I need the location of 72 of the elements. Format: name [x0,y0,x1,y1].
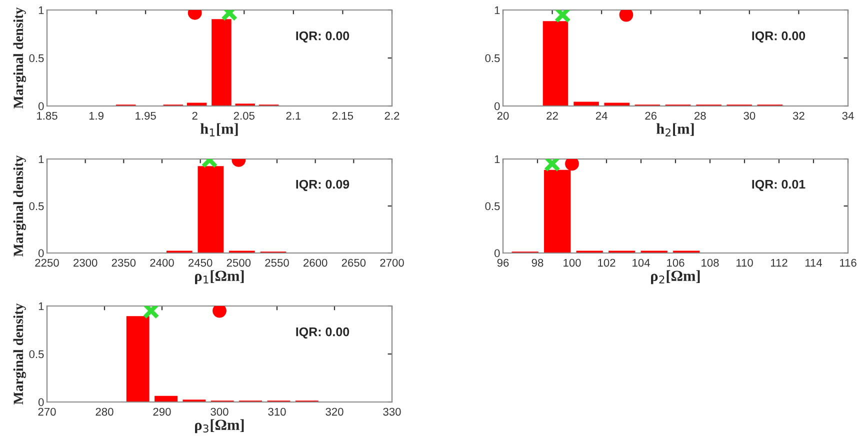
x-tick-label: 2650 [342,258,366,267]
y-tick-label: 1 [38,155,44,164]
annotation: IQR: 0.01 [752,180,806,192]
x-tick-label: 32 [792,112,804,120]
annotation: IQR: 0.00 [296,327,350,339]
x-tick-label: 330 [383,408,401,416]
x-tick-label: 2550 [265,258,289,267]
x-tick-label: 30 [744,112,756,120]
y-axis-title: Marginal density [13,7,26,108]
x-tick-label: 110 [736,258,753,267]
y-tick-label: 1 [494,155,500,164]
x-tick-label: 98 [532,258,544,267]
x-tick-label: 108 [702,258,719,267]
x-tick-label: 34 [842,112,854,120]
x-tick-label: 116 [840,258,856,267]
x-tick-label: 28 [694,112,706,120]
x-tick-label: 2700 [380,258,404,267]
y-tick-label: 0.5 [29,350,44,358]
x-tick-label: 2300 [74,258,98,267]
x-tick-label: 2 [192,112,198,120]
y-tick-label: 1 [38,302,44,310]
x-tick-label: 2500 [226,258,251,267]
x-tick-label: 2600 [304,258,328,267]
y-tick-label: 1 [494,6,500,14]
x-tick-label: 2.15 [332,112,354,120]
annotation: IQR: 0.00 [752,31,806,43]
x-axis-title: h$_{1}$[m] [200,123,238,136]
x-tick-label: 320 [326,408,344,416]
x-tick-label: 290 [153,408,171,416]
y-tick-label: 0.5 [29,202,44,210]
x-tick-label: 2.1 [286,112,301,120]
x-axis-title: ρ$_{1}$[Ωm] [195,270,244,284]
y-axis-title: Marginal density [13,155,26,256]
x-tick-label: 1.85 [37,112,58,120]
x-tick-label: 102 [598,258,616,267]
x-tick-label: 24 [596,112,608,120]
x-tick-label: 2250 [35,258,59,267]
x-axis-title: h$_{2}$[m] [656,123,694,136]
x-tick-label: 106 [667,258,684,267]
x-tick-label: 2350 [112,258,136,267]
y-axis-title: Marginal density [13,303,26,404]
y-tick-label: 0 [494,102,500,110]
y-tick-label: 0.5 [29,54,44,62]
x-tick-label: 310 [268,408,286,416]
y-tick-label: 0.5 [485,202,500,210]
x-axis-title: ρ$_{3}$[Ωm] [195,419,244,434]
annotation: IQR: 0.09 [296,180,350,192]
x-tick-label: 300 [210,408,228,416]
x-tick-label: 20 [497,112,509,120]
x-tick-label: 26 [645,112,657,120]
x-tick-label: 112 [770,258,788,267]
x-tick-label: 2.05 [234,112,254,120]
x-tick-label: 2.2 [384,112,400,120]
x-tick-label: 1.9 [89,112,104,120]
x-tick-label: 22 [546,112,558,120]
x-tick-label: 2450 [188,258,212,267]
x-tick-label: 1.95 [136,112,156,120]
x-tick-label: 104 [632,258,650,267]
y-tick-label: 0 [494,249,500,258]
x-tick-label: 100 [564,258,581,267]
y-tick-label: 1 [38,6,44,14]
x-tick-label: 114 [805,258,822,267]
x-tick-label: 270 [38,408,56,416]
y-tick-label: 0 [38,102,44,110]
x-tick-label: 96 [497,258,509,267]
annotation: IQR: 0.00 [296,31,350,43]
y-tick-label: 0.5 [485,54,500,62]
y-tick-label: 0 [38,398,44,406]
y-tick-label: 0 [38,249,44,258]
x-tick-label: 280 [96,408,114,416]
x-axis-title: ρ$_{2}$[Ωm] [651,270,700,284]
x-tick-label: 2400 [150,258,174,267]
